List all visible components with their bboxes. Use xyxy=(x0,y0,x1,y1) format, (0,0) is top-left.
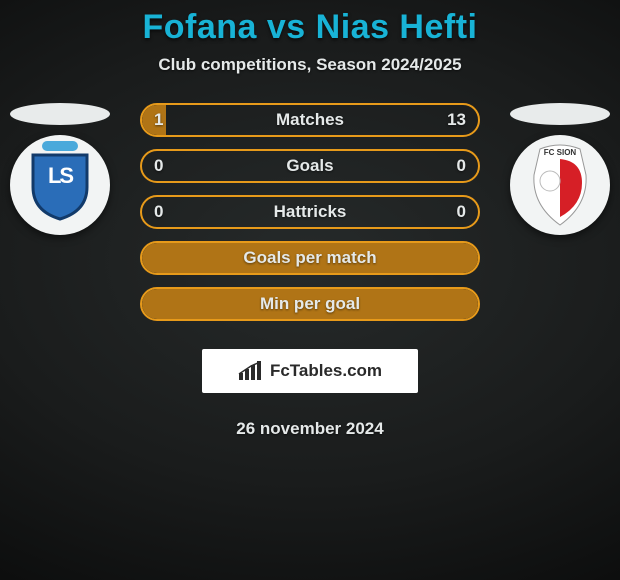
stat-right-value: 0 xyxy=(457,156,466,176)
stat-left-value: 1 xyxy=(154,110,163,130)
subtitle: Club competitions, Season 2024/2025 xyxy=(158,55,461,75)
brand-box[interactable]: FcTables.com xyxy=(202,349,418,393)
stat-row: 0 0 Goals xyxy=(140,149,480,183)
right-player-avatar xyxy=(510,103,610,125)
left-player-column: LS xyxy=(0,103,120,235)
stat-right-value: 0 xyxy=(457,202,466,222)
stat-left-value: 0 xyxy=(154,202,163,222)
bar-chart-icon xyxy=(238,361,264,381)
left-badge-letters: LS xyxy=(48,163,72,189)
comparison-area: LS FC SION 1 13 Matches 0 0 Goals 0 0 Hattricks G… xyxy=(0,103,620,439)
stat-rows-host: 1 13 Matches 0 0 Goals 0 0 Hattricks Goals per ma… xyxy=(140,103,480,321)
right-club-badge: FC SION xyxy=(510,135,610,235)
stat-row: 0 0 Hattricks xyxy=(140,195,480,229)
stat-row: 1 13 Matches xyxy=(140,103,480,137)
stat-label: Min per goal xyxy=(260,294,360,314)
stat-label: Goals per match xyxy=(243,248,376,268)
stat-label: Hattricks xyxy=(274,202,347,222)
right-player-column: FC SION xyxy=(500,103,620,235)
left-badge-shield: LS xyxy=(29,149,91,221)
date-label: 26 november 2024 xyxy=(236,419,383,439)
stat-row: Goals per match xyxy=(140,241,480,275)
stat-left-value: 0 xyxy=(154,156,163,176)
left-club-badge: LS xyxy=(10,135,110,235)
page-title: Fofana vs Nias Hefti xyxy=(143,8,478,47)
brand-label: FcTables.com xyxy=(270,361,382,381)
stat-right-value: 13 xyxy=(447,110,466,130)
stat-row: Min per goal xyxy=(140,287,480,321)
svg-text:FC SION: FC SION xyxy=(544,148,577,157)
right-badge-svg: FC SION xyxy=(510,135,610,235)
stat-label: Matches xyxy=(276,110,344,130)
left-player-avatar xyxy=(10,103,110,125)
stat-label: Goals xyxy=(286,156,333,176)
content-area: Fofana vs Nias Hefti Club competitions, … xyxy=(0,0,620,580)
